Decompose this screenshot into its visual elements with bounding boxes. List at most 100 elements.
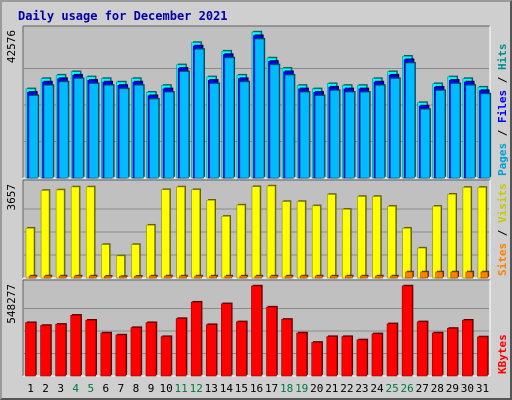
bar-visits-day-29 (447, 193, 457, 279)
bar-visits-day-1 (25, 227, 35, 279)
bar-kbytes-day-21 (326, 336, 338, 377)
panel-visits-max-label: 3657 (5, 184, 18, 211)
bar-visits-day-28 (432, 206, 442, 279)
bar-sites-day-28 (435, 271, 444, 279)
panel-hits-max-label: 42576 (5, 30, 18, 63)
bar-visits-day-9 (146, 224, 155, 279)
x-tick-label-day-11: 11 (175, 382, 188, 395)
bar-visits-day-7 (116, 255, 125, 279)
bar-sites-day-20 (314, 275, 323, 279)
bar-sites-day-13 (209, 275, 218, 279)
bar-sites-day-6 (104, 275, 112, 279)
x-tick-label-day-19: 19 (295, 382, 308, 395)
bar-kbytes-day-30 (462, 319, 473, 377)
bar-kbytes-day-18 (281, 319, 292, 377)
bar-sites-day-15 (239, 275, 248, 279)
bar-visits-day-20 (311, 205, 321, 279)
bar-pages-day-13 (209, 83, 220, 179)
x-tick-label-day-20: 20 (310, 382, 323, 395)
bar-sites-day-4 (73, 275, 82, 279)
bar-kbytes-day-15 (236, 321, 247, 377)
bar-visits-day-11 (176, 186, 185, 279)
x-tick-label-day-1: 1 (27, 382, 34, 395)
bar-kbytes-day-16 (251, 285, 262, 377)
x-tick-label-day-21: 21 (325, 382, 338, 395)
bar-sites-day-7 (119, 276, 127, 279)
x-tick-label-day-31: 31 (476, 382, 489, 395)
bar-sites-day-1 (28, 275, 37, 279)
bar-kbytes-day-1 (25, 322, 36, 377)
x-tick-label-day-7: 7 (118, 382, 125, 395)
x-tick-label-day-4: 4 (72, 382, 79, 395)
bar-kbytes-day-10 (160, 336, 172, 377)
x-tick-label-day-16: 16 (250, 382, 263, 395)
bar-sites-day-30 (465, 271, 474, 279)
bar-kbytes-day-7 (115, 334, 127, 377)
panel-kbytes-legend: KBytes (496, 334, 509, 374)
bar-pages-day-14 (224, 57, 235, 179)
x-tick-label-day-3: 3 (57, 382, 64, 395)
bar-sites-day-2 (43, 275, 52, 279)
bar-sites-day-18 (284, 275, 293, 279)
chart-title: Daily usage for December 2021 (18, 9, 228, 23)
bar-visits-day-25 (387, 206, 396, 279)
x-tick-label-day-28: 28 (431, 382, 444, 395)
bar-kbytes-day-27 (416, 321, 428, 377)
bar-sites-day-17 (269, 275, 278, 279)
bar-kbytes-day-9 (145, 322, 157, 377)
bar-pages-day-9 (149, 98, 159, 179)
bar-visits-day-17 (266, 185, 276, 279)
panel-hits-legend: Pages / Files / Hits (496, 44, 509, 177)
x-tick-label-day-14: 14 (220, 382, 234, 395)
bar-visits-day-16 (251, 186, 261, 279)
bar-kbytes-day-5 (85, 319, 97, 377)
bar-pages-day-11 (179, 71, 189, 179)
bar-pages-day-25 (390, 78, 400, 179)
x-tick-label-day-25: 25 (385, 382, 398, 395)
bar-sites-day-11 (179, 275, 187, 279)
bar-visits-day-3 (55, 189, 65, 279)
x-tick-label-day-22: 22 (340, 382, 353, 395)
bar-kbytes-day-26 (401, 285, 413, 377)
bar-kbytes-day-29 (447, 328, 458, 377)
bar-sites-day-27 (420, 271, 428, 279)
bar-kbytes-day-8 (130, 327, 142, 377)
x-tick-label-day-9: 9 (148, 382, 155, 395)
legend-sites: Sites (496, 243, 509, 276)
bar-sites-day-9 (149, 275, 157, 279)
bar-sites-day-10 (164, 275, 172, 279)
x-tick-label-day-29: 29 (446, 382, 459, 395)
bar-sites-day-19 (299, 275, 308, 279)
bar-pages-day-15 (239, 81, 250, 179)
legend-separator: / (496, 123, 509, 143)
legend-hits: Hits (496, 44, 509, 71)
x-tick-label-day-12: 12 (190, 382, 203, 395)
bar-kbytes-day-28 (431, 332, 443, 377)
bar-shadow-sites (120, 275, 128, 277)
bar-kbytes-day-6 (100, 332, 112, 377)
x-tick-label-day-26: 26 (401, 382, 414, 395)
bar-kbytes-day-19 (296, 332, 307, 377)
bar-kbytes-day-20 (311, 342, 323, 377)
bar-sites-day-22 (345, 275, 353, 279)
bar-pages-day-17 (269, 64, 280, 179)
bar-pages-day-26 (405, 62, 415, 179)
bar-sites-day-26 (405, 271, 413, 279)
bar-kbytes-day-31 (477, 336, 488, 377)
x-tick-label-day-5: 5 (87, 382, 94, 395)
bar-sites-day-29 (450, 271, 459, 279)
bar-pages-day-18 (284, 74, 295, 179)
bar-sites-day-5 (88, 275, 97, 279)
bar-pages-day-28 (435, 90, 446, 179)
bar-visits-day-4 (70, 186, 80, 279)
bar-pages-day-31 (480, 93, 491, 179)
bar-visits-day-5 (85, 186, 95, 279)
x-tick-label-day-10: 10 (159, 382, 172, 395)
legend-visits: Visits (496, 183, 509, 223)
bar-pages-day-24 (375, 85, 385, 179)
bar-sites-day-16 (254, 275, 263, 279)
bar-sites-day-23 (360, 275, 368, 279)
bar-visits-day-26 (402, 227, 411, 279)
bar-kbytes-day-2 (40, 325, 51, 377)
bar-pages-day-29 (450, 83, 461, 179)
